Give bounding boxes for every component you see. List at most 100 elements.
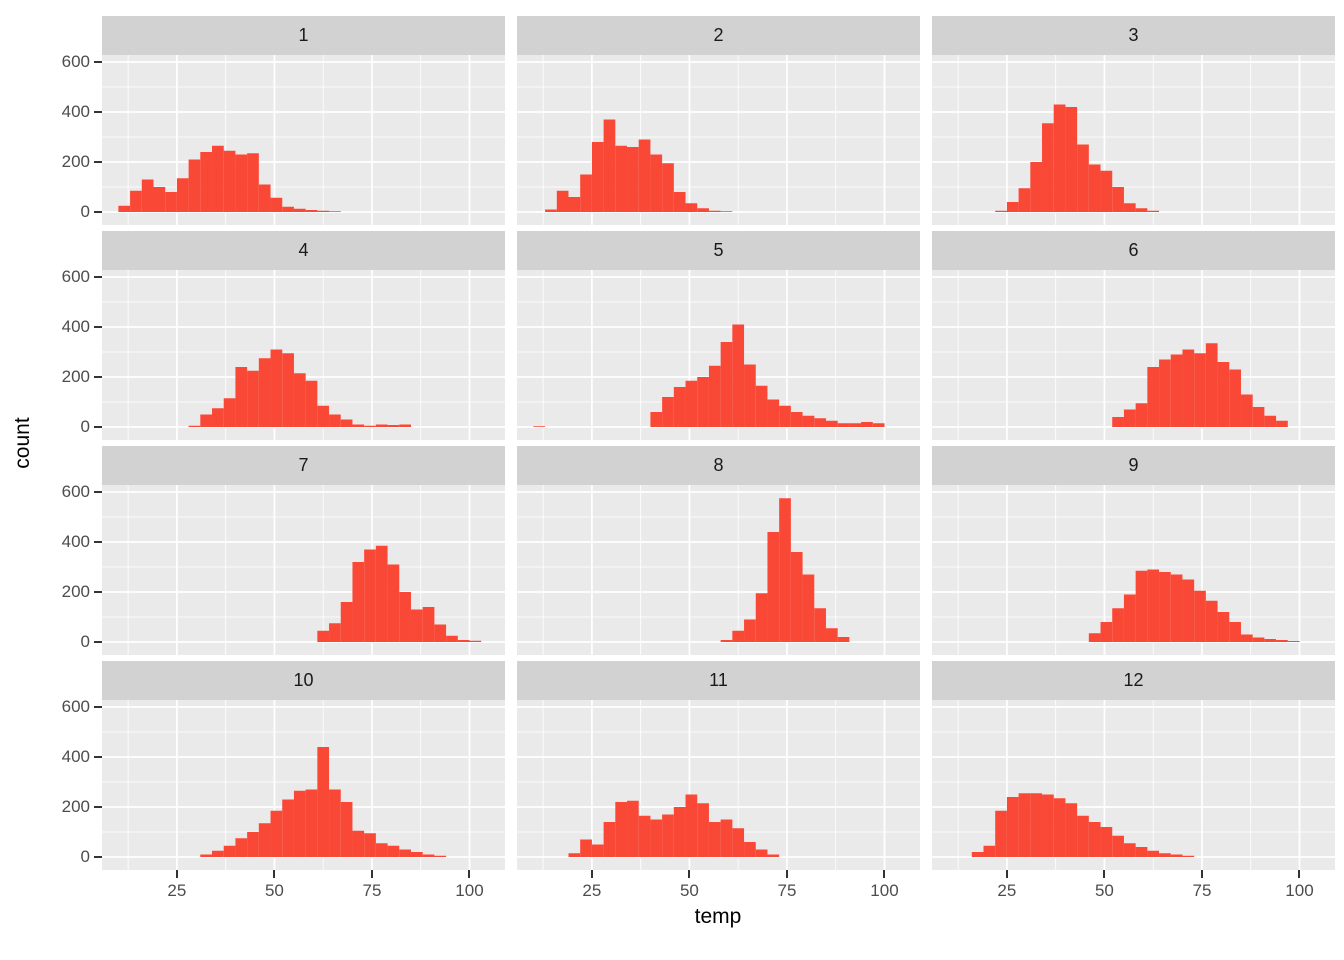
histogram-bar (305, 789, 318, 857)
x-tick-mark (590, 870, 593, 878)
gridline-minor-x (1250, 55, 1252, 225)
gridline-major-x (883, 55, 886, 225)
histogram-bar (1229, 369, 1241, 427)
histogram-bar (329, 789, 341, 857)
gridline-minor-x (542, 55, 544, 225)
histogram-bar (720, 211, 733, 212)
facet-panel (932, 485, 1335, 655)
gridline-major-x (1103, 55, 1106, 225)
histogram-bar (779, 405, 791, 427)
histogram-bar (1217, 612, 1230, 642)
histogram-bar (755, 849, 768, 857)
gridline-major-x (468, 270, 471, 440)
y-tick-label: 400 (61, 102, 90, 121)
facet-2: 2 (517, 16, 920, 225)
facet-strip-label: 2 (713, 25, 724, 45)
gridline-minor-x (1055, 700, 1057, 870)
y-tick-label: 600 (61, 267, 90, 286)
gridline-major-x (273, 55, 276, 225)
gridline-major-x (1006, 485, 1008, 655)
gridline-minor-y (932, 136, 1335, 138)
gridline-minor-y (102, 186, 505, 188)
histogram-bar (732, 324, 745, 427)
x-tick-label: 75 (777, 881, 797, 900)
histogram-bar (223, 398, 236, 427)
gridline-major-x (591, 55, 593, 225)
gridline-major-x (468, 485, 471, 655)
histogram-bar (1088, 822, 1101, 857)
facet-panel (102, 700, 505, 870)
gridline-minor-x (322, 270, 324, 440)
histogram-bar (779, 498, 791, 642)
facet-panel (102, 270, 505, 440)
gridline-major-y (102, 641, 505, 643)
histogram-bar (1264, 415, 1277, 427)
histogram-bar (814, 608, 826, 642)
gridline-major-y (517, 641, 920, 643)
gridline-major-y (102, 706, 505, 708)
histogram-bar (1123, 594, 1136, 642)
gridline-minor-y (932, 731, 1335, 733)
histogram-bar (995, 210, 1007, 212)
gridline-minor-x (1250, 485, 1252, 655)
gridline-minor-y (102, 86, 505, 88)
histogram-bar (1088, 633, 1101, 642)
histogram-bar (305, 210, 318, 212)
gridline-minor-y (932, 86, 1335, 88)
histogram-bar (685, 380, 698, 427)
gridline-major-x (468, 55, 471, 225)
histogram-bar (603, 119, 616, 212)
y-tick-mark (94, 111, 102, 113)
histogram-bar (340, 602, 353, 642)
gridline-minor-x (957, 270, 959, 440)
histogram-bar (1053, 104, 1066, 212)
gridline-minor-x (542, 700, 544, 870)
facet-strip-label: 6 (1128, 240, 1139, 260)
gridline-minor-x (957, 700, 959, 870)
y-tick-label: 0 (80, 847, 90, 866)
panel-background (932, 55, 1335, 225)
histogram-bar (971, 852, 984, 857)
y-tick-mark (94, 541, 102, 543)
gridline-minor-x (127, 485, 129, 655)
gridline-minor-x (420, 55, 422, 225)
facet-strip: 12 (932, 661, 1335, 700)
facet-strip: 7 (102, 446, 505, 485)
gridline-minor-x (225, 485, 227, 655)
gridline-minor-y (932, 351, 1335, 353)
gridline-major-x (176, 700, 178, 870)
x-tick-mark (883, 870, 886, 878)
histogram-bar (627, 147, 639, 212)
histogram-bar (364, 833, 376, 857)
gridline-minor-x (737, 700, 739, 870)
gridline-minor-y (932, 516, 1335, 518)
histogram-bar (293, 790, 306, 857)
histogram-bar (422, 607, 435, 642)
gridline-major-x (1298, 700, 1301, 870)
histogram-bar (790, 412, 803, 427)
gridline-major-y (102, 541, 505, 543)
histogram-bar (399, 849, 411, 857)
gridline-minor-x (737, 55, 739, 225)
histogram-bar (1112, 187, 1124, 212)
histogram-bar (141, 179, 154, 212)
histogram-bar (685, 794, 698, 857)
gridline-minor-x (225, 700, 227, 870)
gridline-major-y (932, 376, 1335, 378)
histogram-bar (720, 819, 733, 857)
histogram-bar (258, 184, 271, 212)
facet-strip: 11 (517, 661, 920, 700)
histogram-bar (732, 828, 745, 857)
histogram-bar (568, 197, 581, 212)
histogram-bar (270, 197, 283, 212)
histogram-bar (387, 425, 400, 427)
gridline-major-x (273, 700, 276, 870)
facet-4: 4 (102, 231, 505, 440)
histogram-bar (1264, 639, 1277, 642)
histogram-bar (130, 190, 142, 212)
histogram-bar (1159, 853, 1171, 857)
histogram-bar (1088, 164, 1101, 212)
x-tick-label: 100 (1285, 881, 1314, 900)
histogram-bar (1287, 641, 1300, 642)
gridline-minor-y (932, 401, 1335, 403)
